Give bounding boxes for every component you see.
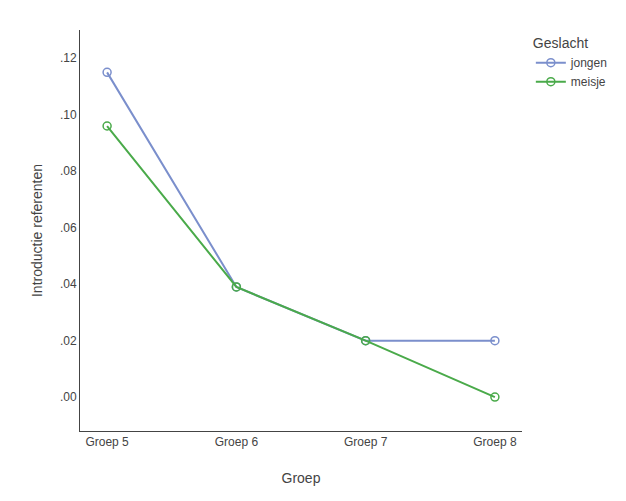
svg-text:.10: .10 xyxy=(60,108,77,122)
svg-text:Introductie referenten: Introductie referenten xyxy=(29,164,45,297)
svg-text:Groep 7: Groep 7 xyxy=(344,435,388,449)
svg-text:Groep 6: Groep 6 xyxy=(215,435,259,449)
svg-text:.06: .06 xyxy=(60,221,77,235)
svg-text:Groep 8: Groep 8 xyxy=(473,435,517,449)
svg-text:Geslacht: Geslacht xyxy=(533,35,588,51)
svg-text:meisje: meisje xyxy=(571,75,606,89)
svg-text:Groep: Groep xyxy=(282,470,321,486)
svg-text:.04: .04 xyxy=(60,277,77,291)
svg-text:jongen: jongen xyxy=(570,56,607,70)
svg-text:.12: .12 xyxy=(60,51,77,65)
svg-text:.02: .02 xyxy=(60,334,77,348)
svg-text:.08: .08 xyxy=(60,164,77,178)
svg-text:Groep 5: Groep 5 xyxy=(85,435,129,449)
svg-text:.00: .00 xyxy=(60,390,77,404)
